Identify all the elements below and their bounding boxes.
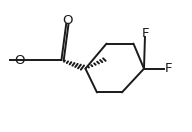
Text: O: O [15,54,25,67]
Text: F: F [165,62,172,75]
Text: F: F [142,27,149,40]
Text: O: O [62,14,72,27]
